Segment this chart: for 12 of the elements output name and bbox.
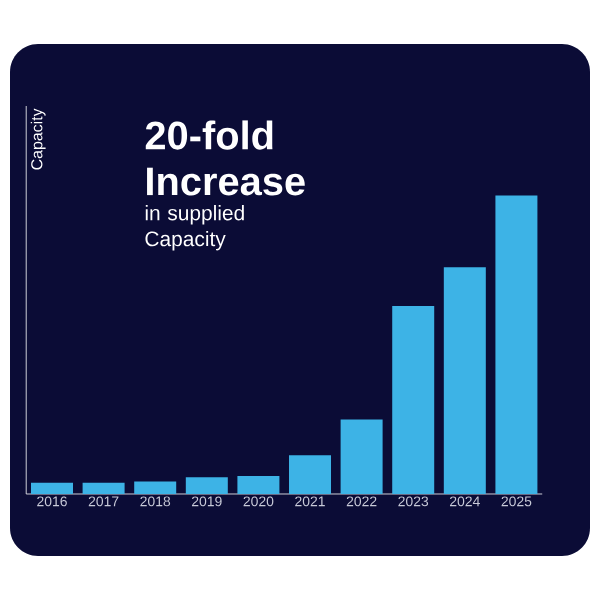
bar <box>82 482 125 494</box>
bar <box>340 419 383 494</box>
text: in supplied Capacity <box>145 205 244 251</box>
bar <box>134 481 177 494</box>
bar <box>289 455 332 494</box>
bar <box>443 267 486 494</box>
bar <box>237 476 280 494</box>
bar <box>31 482 73 494</box>
bar <box>185 477 228 494</box>
bar <box>495 195 538 494</box>
bar <box>392 305 435 494</box>
chart-title: 20-fold Increase <box>145 120 305 196</box>
